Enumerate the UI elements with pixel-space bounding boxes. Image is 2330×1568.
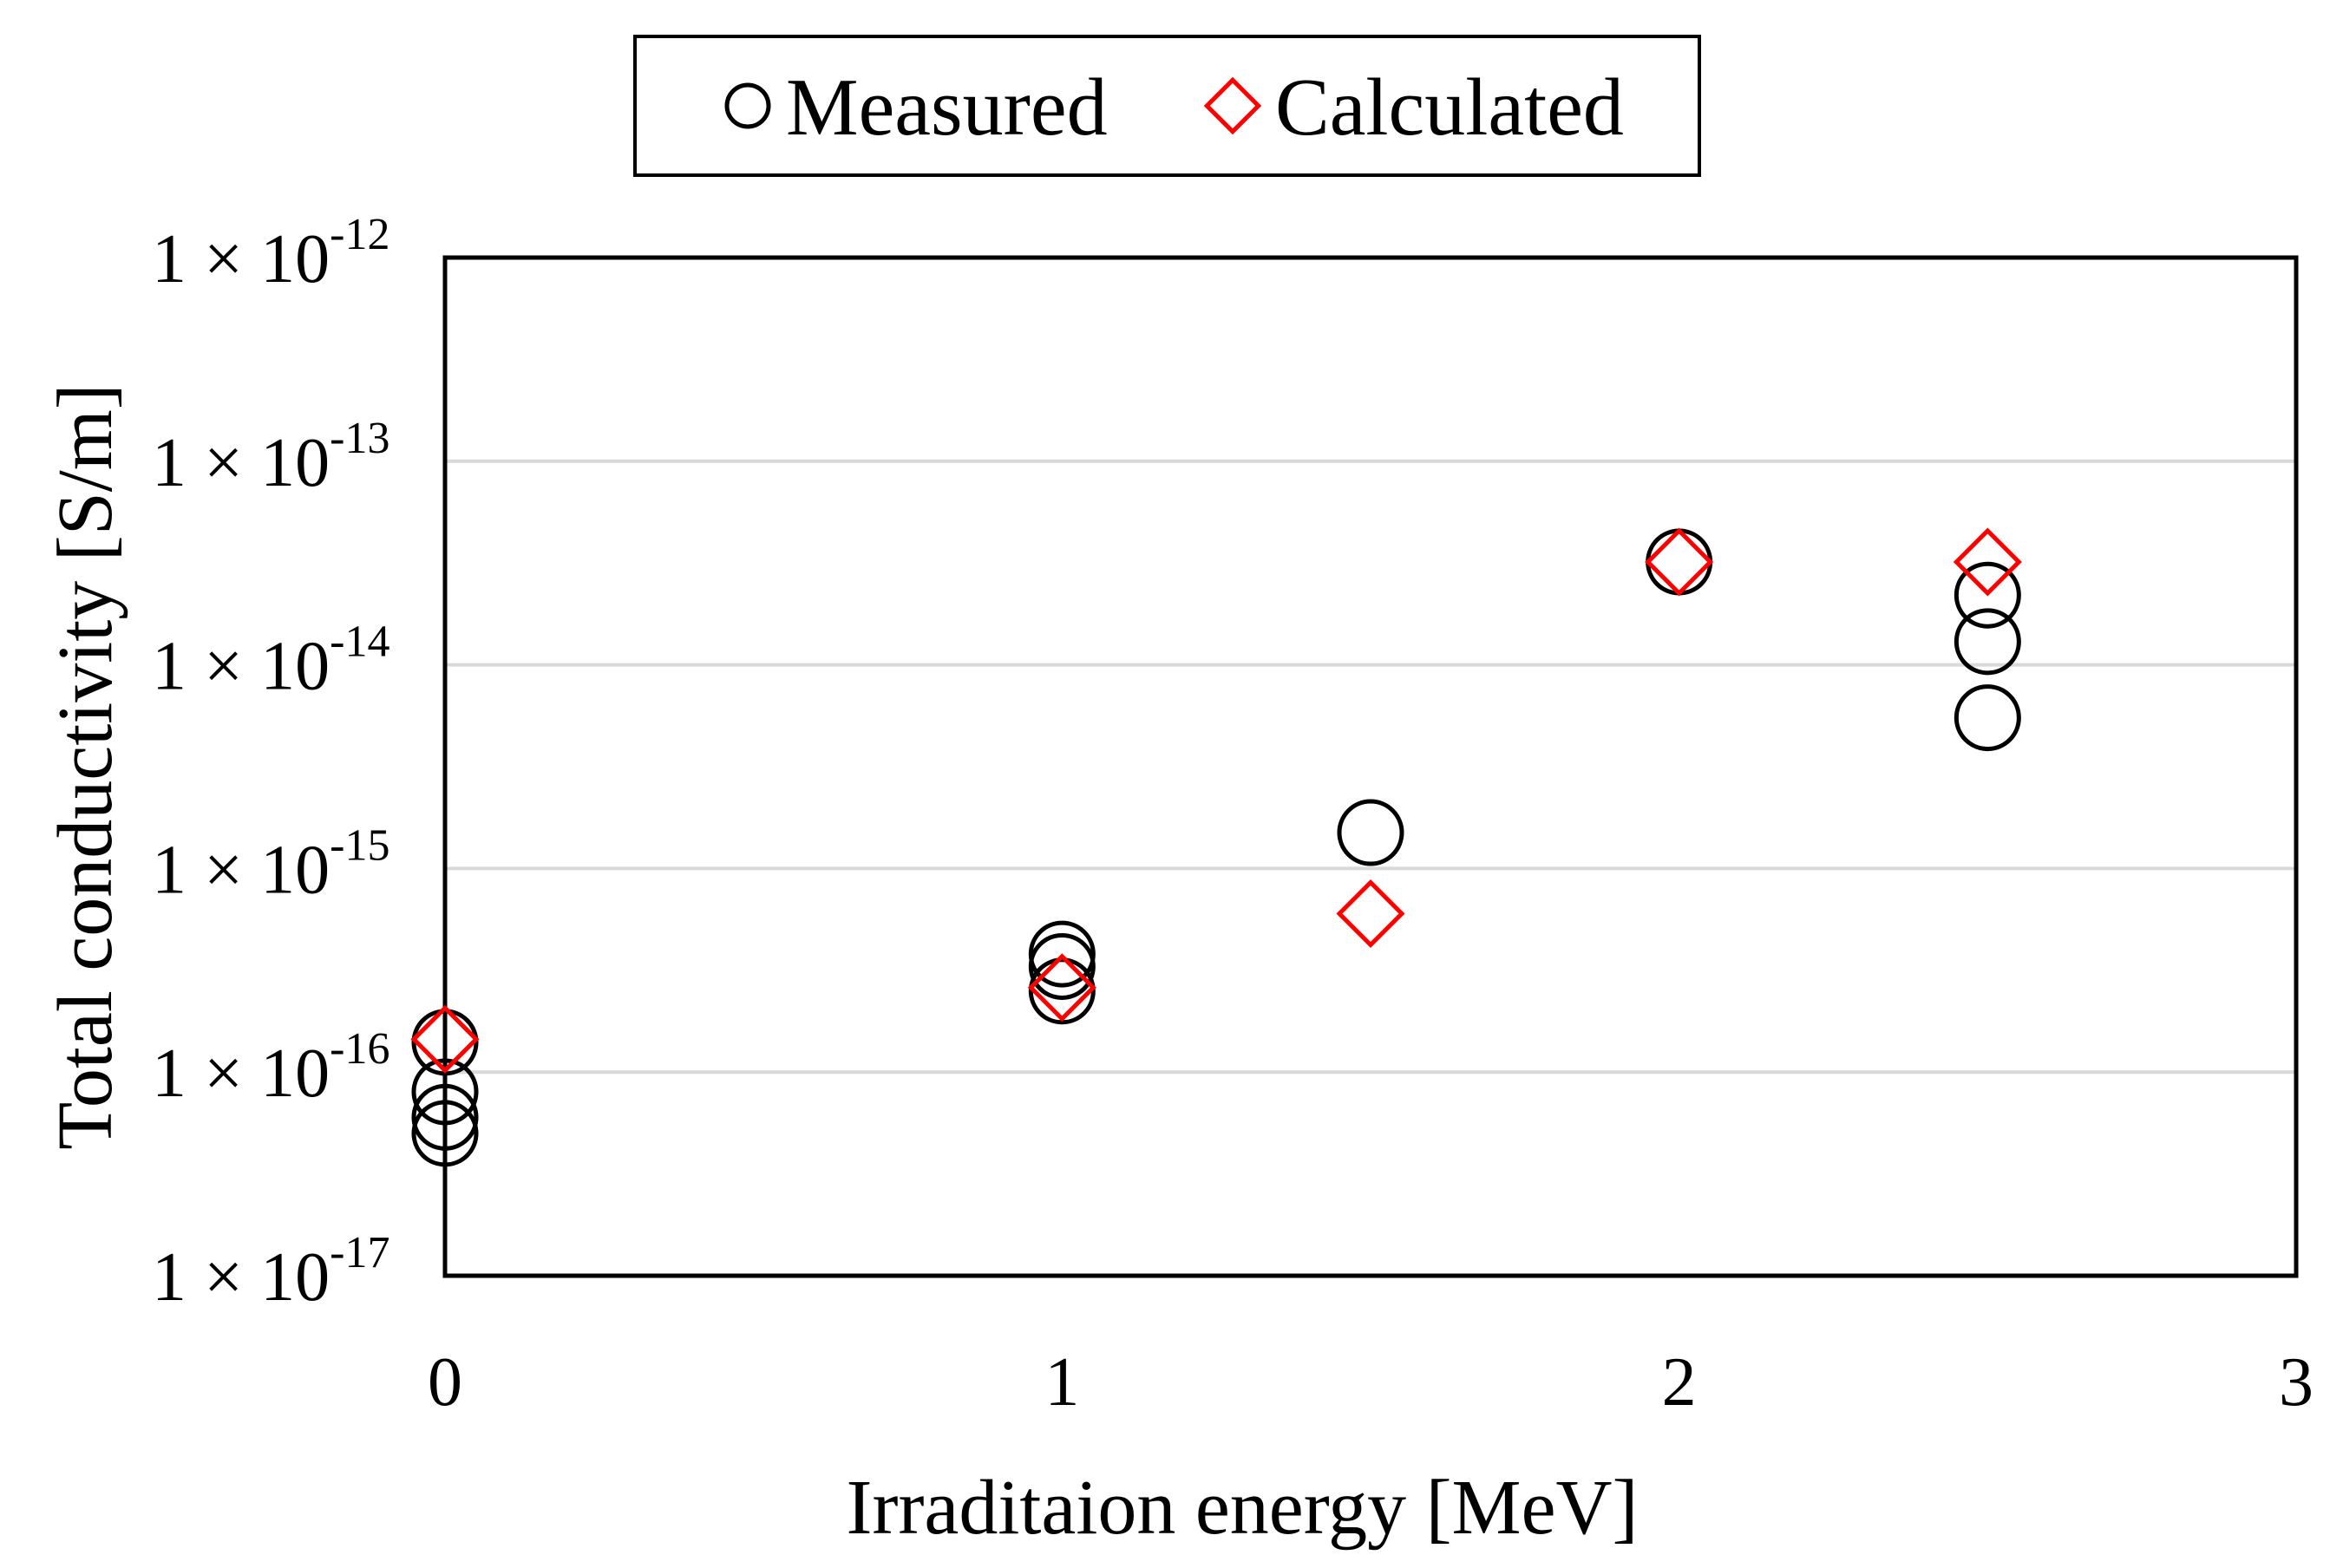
y-tick-label: 1 × 10-15 xyxy=(152,820,389,908)
measured-point xyxy=(1028,920,1096,988)
legend-measured-label: Measured xyxy=(786,62,1108,153)
calculated-point xyxy=(1336,879,1405,949)
legend: Measured Calculated xyxy=(633,35,1701,177)
y-axis-ticks: 1 × 10-17 1 × 10-16 1 × 10-15 1 × 10-14 1 × … xyxy=(152,210,389,1316)
calculated-point xyxy=(1027,953,1096,1022)
y-tick-label: 1 × 10-12 xyxy=(152,210,389,297)
measured-point xyxy=(1337,799,1404,866)
measured-point xyxy=(1028,957,1096,1025)
gridlines xyxy=(445,459,2296,1075)
measured-point xyxy=(1954,561,2021,629)
y-tick-label: 1 × 10-17 xyxy=(152,1228,389,1316)
y-tick-label: 1 × 10-13 xyxy=(152,414,389,501)
measured-point xyxy=(1954,684,2021,752)
legend-calculated-marker xyxy=(1203,76,1262,135)
plot-area xyxy=(442,255,2299,1278)
x-tick-label: 2 xyxy=(1662,1344,1697,1421)
measured-point xyxy=(1646,528,1713,596)
x-tick-label: 1 xyxy=(1044,1344,1079,1421)
y-axis-title: Total conductivity [S/m] xyxy=(43,383,128,1150)
legend-measured-marker xyxy=(724,82,771,129)
y-tick-label: 1 × 10-16 xyxy=(152,1024,389,1112)
calculated-point xyxy=(410,1004,480,1074)
legend-box xyxy=(633,35,1701,177)
y-tick-label: 1 × 10-14 xyxy=(152,617,389,705)
measured-point xyxy=(411,1058,479,1126)
x-tick-label: 3 xyxy=(2279,1344,2314,1421)
measured-point xyxy=(1028,932,1096,1000)
calculated-point xyxy=(1953,527,2022,597)
measured-point xyxy=(411,1083,479,1151)
legend-calculated-label: Calculated xyxy=(1275,62,1624,153)
x-axis-ticks: 0 1 2 3 xyxy=(428,1344,2314,1421)
measured-point xyxy=(411,1100,479,1167)
data-marks xyxy=(410,527,2022,1167)
calculated-point xyxy=(1645,527,1714,597)
x-tick-label: 0 xyxy=(428,1344,462,1421)
x-axis-title: Irraditaion energy [MeV] xyxy=(847,1465,1639,1551)
measured-point xyxy=(1954,608,2021,676)
measured-point xyxy=(411,1009,479,1076)
